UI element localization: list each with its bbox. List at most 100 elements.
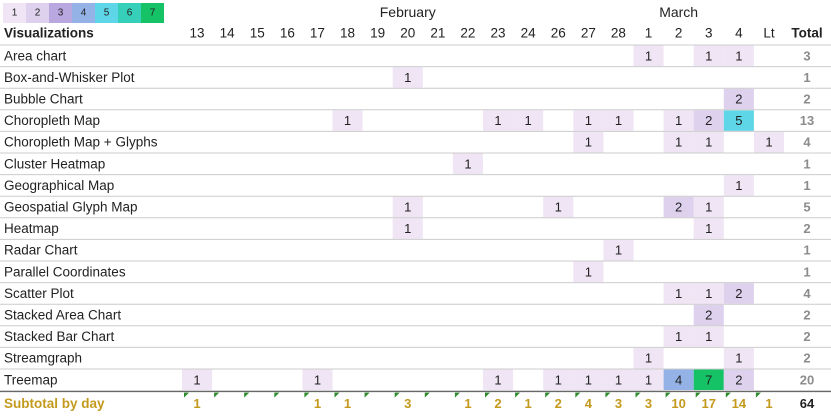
cell-value: 1 [705,48,712,63]
cell-value: 1 [615,372,622,387]
subtotal-value: 3 [615,396,622,411]
legend-label: 7 [150,8,156,19]
column-header: 3 [705,26,713,41]
cell-value: 1 [494,372,501,387]
cell-value: 2 [705,308,712,323]
legend-swatch [49,3,72,23]
cell-value: 5 [735,113,742,128]
column-marker [665,392,671,398]
row-total: 1 [803,178,810,193]
cell-value: 1 [585,113,592,128]
subtotal-value: 10 [671,396,685,411]
row-label: Cluster Heatmap [4,156,105,171]
cell-value: 1 [645,48,652,63]
subtotal-value: 14 [732,396,747,411]
heatmap-cell [723,88,754,110]
cell-value: 1 [675,135,682,150]
row-total: 2 [803,308,810,323]
cell-value: 1 [585,135,592,150]
cell-value: 1 [705,135,712,150]
row-label: Treemap [4,372,58,387]
column-marker [545,392,551,398]
heatmap-cell [723,369,754,391]
column-marker [274,392,280,398]
cell-value: 1 [555,200,562,215]
cell-value: 1 [193,372,200,387]
heatmap-cell [663,196,694,218]
heatmap-cell [603,369,634,391]
row-total: 1 [803,243,810,258]
row-total: 2 [803,92,810,107]
cell-value: 1 [735,178,742,193]
heatmap-cell [513,110,544,131]
heatmap-cell [483,369,514,391]
heatmap-cell [573,369,604,391]
row-label: Scatter Plot [4,286,74,301]
cell-value: 1 [705,329,712,344]
legend-swatch [95,3,118,23]
row-label: Geospatial Glyph Map [4,200,138,215]
row-total: 4 [803,135,811,150]
subtotal-label: Subtotal by day [4,396,105,411]
column-header: 19 [370,26,385,41]
heatmap-cell [693,45,724,67]
cell-value: 1 [735,48,742,63]
cell-value: 1 [705,221,712,236]
row-label: Choropleth Map [4,113,100,128]
column-header: 21 [430,26,445,41]
heatmap-cell [182,369,213,391]
row-total: 1 [803,70,810,85]
heatmap-cell [693,218,724,239]
heatmap-cell [633,369,664,391]
row-total: 13 [800,113,814,128]
month-label: March [659,4,698,20]
legend-label: 2 [35,8,41,19]
heatmap-cell [723,45,754,67]
heatmap-cell [543,196,574,218]
heatmap-cell [633,347,664,369]
column-header: 1 [645,26,653,41]
row-label: Box-and-Whisker Plot [4,70,135,85]
column-marker [725,392,731,398]
row-label: Radar Chart [4,243,78,258]
cell-value: 1 [494,113,501,128]
cell-value: 1 [344,113,351,128]
cell-value: 1 [404,200,411,215]
row-label: Area chart [4,48,67,63]
grand-total: 64 [800,396,815,411]
heatmap-cell [723,110,754,131]
heatmap-cell [693,326,724,347]
row-total: 4 [803,286,811,301]
row-total: 3 [803,48,810,63]
cell-value: 1 [615,113,622,128]
column-header: 17 [310,26,325,41]
heatmap-cell [663,369,694,391]
heatmap-cell [723,283,754,304]
row-header: Visualizations [4,26,94,41]
cell-value: 1 [645,351,652,366]
heatmap-cell [302,369,333,391]
cell-value: 1 [404,70,411,85]
row-label: Streamgraph [4,351,82,366]
column-header: 22 [460,26,475,41]
heatmap-cell [693,196,724,218]
column-header: 13 [190,26,205,41]
subtotal-value: 2 [494,396,501,411]
cell-value: 1 [585,264,592,279]
row-label: Stacked Area Chart [4,308,121,323]
cell-value: 1 [404,221,411,236]
month-label: February [380,4,436,20]
subtotal-value: 1 [314,396,321,411]
column-marker [454,392,460,398]
legend-label: 4 [81,8,87,19]
cell-value: 1 [675,329,682,344]
column-header: 14 [220,26,236,41]
column-marker [424,392,430,398]
column-marker [304,392,310,398]
heatmap-cell [723,347,754,369]
cell-value: 2 [735,286,742,301]
heatmap-cell [603,110,634,131]
heatmap-cell [483,110,514,131]
heatmap-cell [693,110,724,131]
